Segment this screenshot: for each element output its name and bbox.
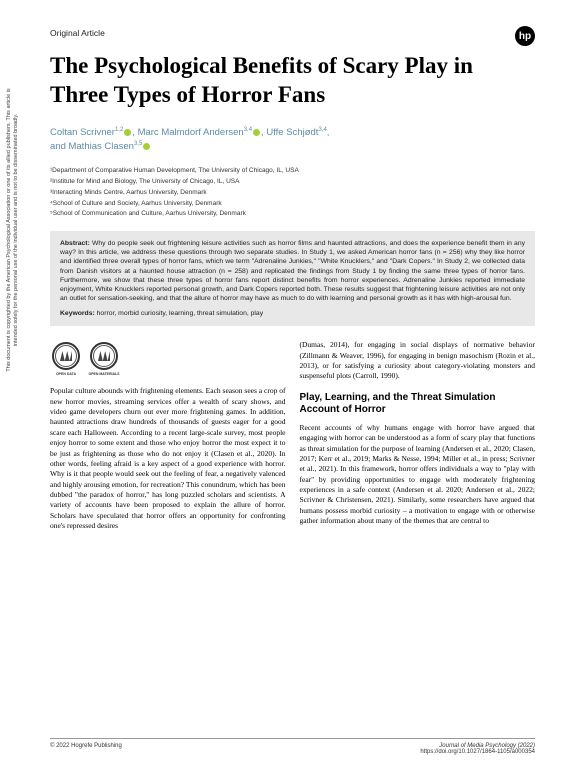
abstract-label: Abstract: (60, 240, 90, 247)
author-affil-sup: 3,4 (318, 127, 326, 133)
author-affil-sup: 1,2 (115, 127, 123, 133)
author-affil-sup: 3,4 (244, 127, 252, 133)
affiliations-list: ¹Department of Comparative Human Develop… (50, 166, 535, 219)
publisher-logo: hp (515, 26, 535, 46)
abstract-box: Abstract: Why do people seek out frighte… (50, 231, 535, 326)
footer-citation: Journal of Media Psychology (2022) https… (420, 743, 535, 755)
body-paragraph: Recent accounts of why humans engage wit… (300, 423, 536, 526)
author-affil-sup: 3,5 (134, 141, 142, 147)
page-content: hp Original Article The Psychological Be… (0, 0, 571, 551)
body-columns: OPEN DATA OPEN MATERIALS Popular culture… (50, 340, 535, 531)
abstract-text: Why do people seek out frightening leisu… (60, 240, 525, 302)
open-science-badges: OPEN DATA OPEN MATERIALS (50, 340, 286, 378)
author-sep: , (327, 127, 330, 138)
orcid-icon (143, 143, 150, 150)
orcid-icon (124, 129, 131, 136)
article-type: Original Article (50, 28, 535, 38)
author-name: , Uffe Schjødt (261, 127, 318, 138)
orcid-icon (253, 129, 260, 136)
author-list: Coltan Scrivner1,2 , Marc Malmdorf Anders… (50, 126, 535, 155)
column-right: (Dumas, 2014), for engaging in social di… (300, 340, 536, 531)
affiliation: ¹Department of Comparative Human Develop… (50, 166, 535, 176)
open-data-badge: OPEN DATA (50, 340, 82, 378)
page-footer: © 2022 Hogrefe Publishing Journal of Med… (50, 738, 535, 755)
column-left: OPEN DATA OPEN MATERIALS Popular culture… (50, 340, 286, 531)
section-heading: Play, Learning, and the Threat Simulatio… (300, 392, 536, 417)
keywords-label: Keywords: (60, 310, 95, 317)
footer-doi: https://doi.org/10.1027/1864-1105/a00035… (420, 749, 535, 755)
body-paragraph: Popular culture abounds with frightening… (50, 386, 286, 531)
author-name: , Marc Malmdorf Andersen (132, 127, 243, 138)
affiliation: ⁵School of Communication and Culture, Aa… (50, 209, 535, 219)
open-materials-badge: OPEN MATERIALS (88, 340, 120, 378)
affiliation: ²Institute for Mind and Biology, The Uni… (50, 177, 535, 187)
author-name: Coltan Scrivner (50, 127, 115, 138)
affiliation: ⁴School of Culture and Society, Aarhus U… (50, 199, 535, 209)
body-paragraph: (Dumas, 2014), for engaging in social di… (300, 340, 536, 381)
article-title: The Psychological Benefits of Scary Play… (50, 52, 535, 110)
affiliation: ³Interacting Minds Centre, Aarhus Univer… (50, 188, 535, 198)
author-name: and Mathias Clasen (50, 141, 134, 152)
keywords-text: horror, morbid curiosity, learning, thre… (95, 310, 263, 317)
footer-copyright: © 2022 Hogrefe Publishing (50, 743, 122, 755)
